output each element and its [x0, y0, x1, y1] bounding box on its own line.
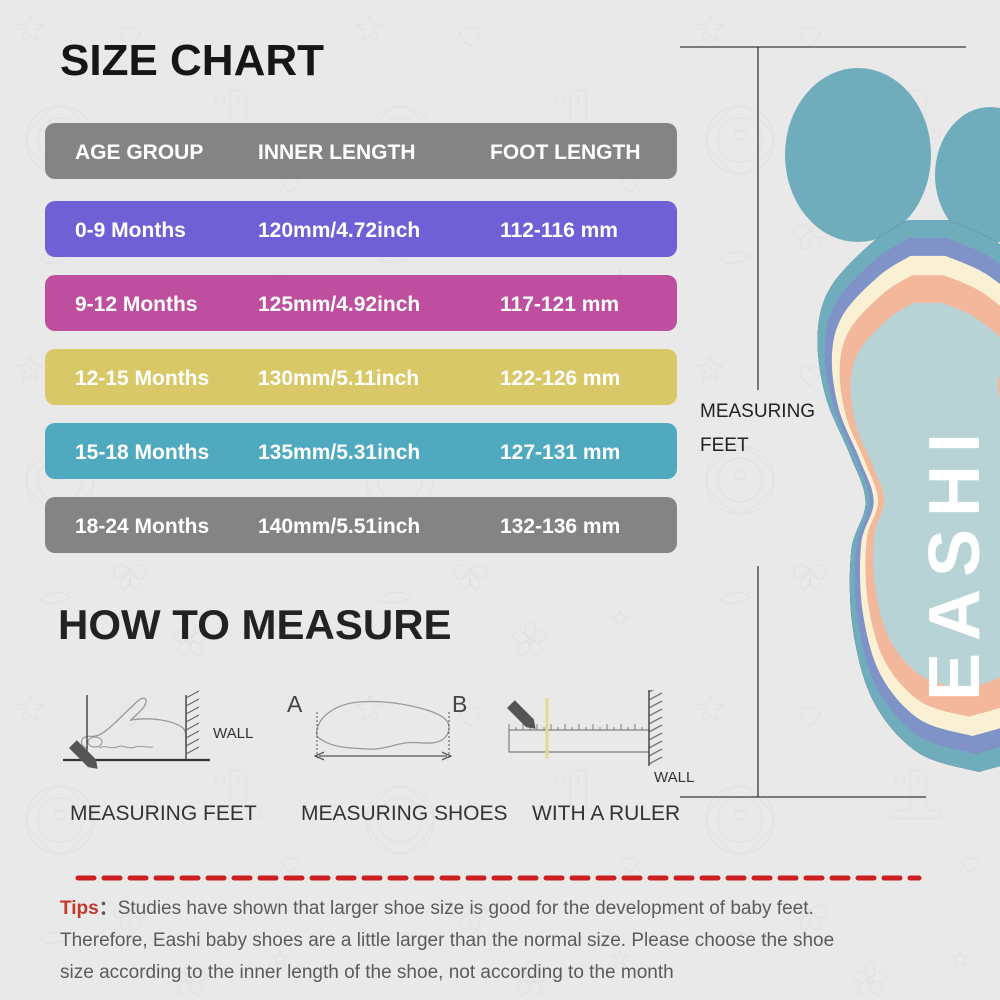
svg-text:A: A [287, 691, 303, 717]
svg-text:B: B [452, 691, 467, 717]
svg-text:WALL: WALL [213, 725, 253, 742]
svg-text:WALL: WALL [654, 769, 694, 786]
